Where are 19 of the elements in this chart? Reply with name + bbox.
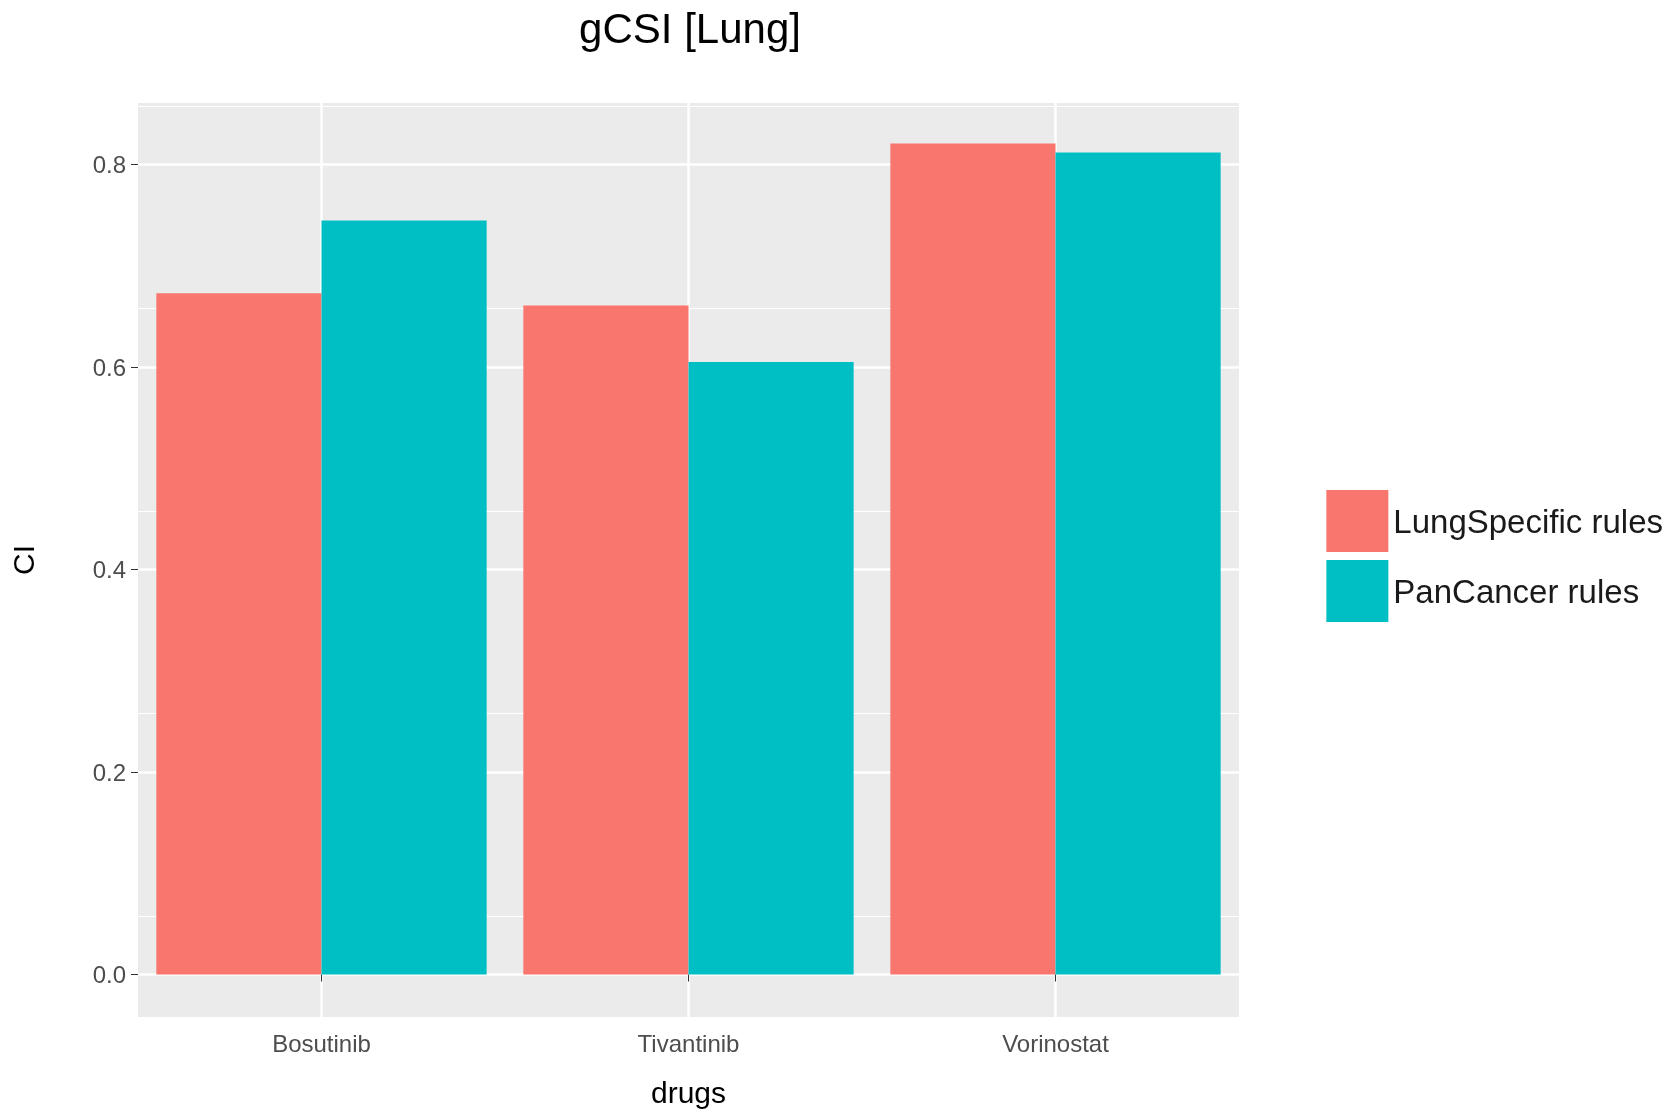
y-tick-label: 0.2: [92, 758, 126, 786]
x-tick-label: Tivantinib: [637, 1029, 740, 1057]
y-tick-label: 0.0: [92, 960, 126, 988]
legend-label: LungSpecific rules: [1393, 502, 1663, 540]
y-tick-label: 0.8: [92, 151, 126, 179]
chart-title: gCSI [Lung]: [579, 4, 801, 52]
y-axis-title: CI: [6, 545, 40, 575]
bar: [321, 220, 487, 975]
bar: [156, 293, 322, 975]
y-tick-label: 0.4: [92, 556, 126, 584]
bar: [890, 143, 1056, 975]
y-tick-label: 0.6: [92, 353, 126, 381]
bar: [1055, 152, 1221, 975]
x-tick-label: Vorinostat: [1002, 1029, 1110, 1057]
bar: [523, 305, 689, 975]
x-tick-label: Bosutinib: [272, 1029, 371, 1057]
x-axis-title: drugs: [650, 1075, 727, 1109]
bar: [688, 362, 854, 975]
legend-label: PanCancer rules: [1393, 572, 1640, 610]
